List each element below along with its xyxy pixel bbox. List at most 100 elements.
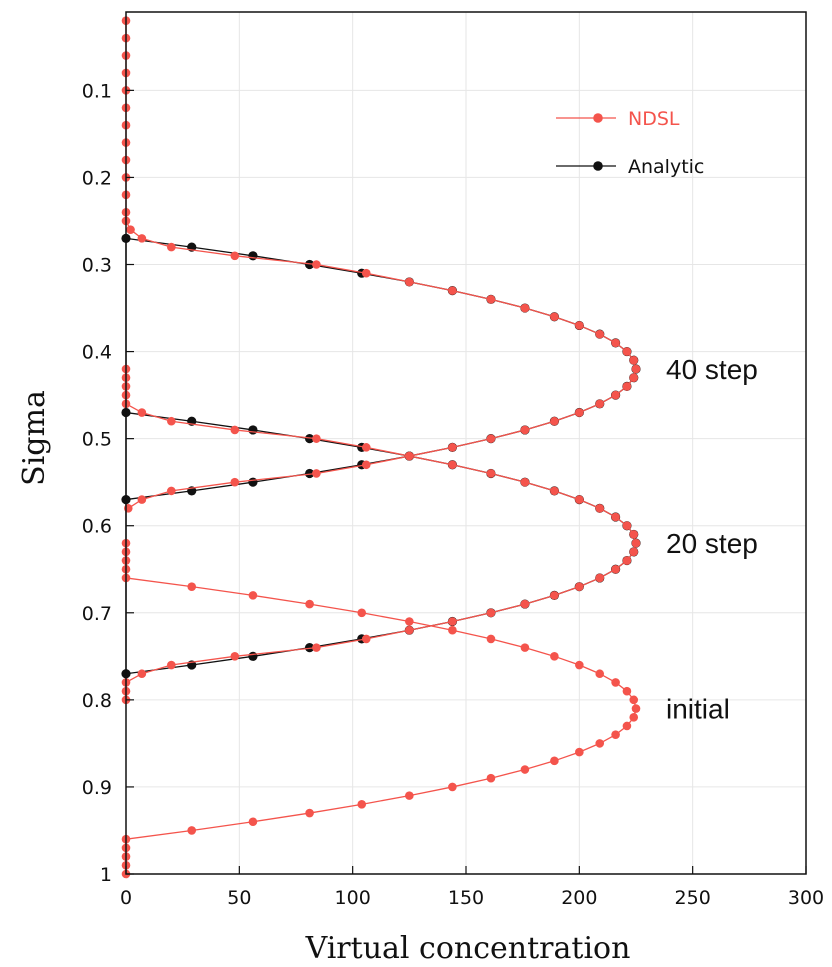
data-point [550, 312, 559, 322]
y-tick-label: 0.6 [82, 516, 112, 538]
data-point [361, 634, 371, 644]
data-point [405, 277, 414, 287]
data-point [622, 556, 632, 565]
data-point [248, 477, 258, 487]
data-point [126, 225, 135, 234]
data-point [248, 251, 258, 261]
data-point [230, 477, 240, 487]
data-point [520, 303, 530, 313]
data-point [305, 468, 315, 479]
x-tick-label: 300 [788, 887, 824, 909]
y-tick-label: 0.2 [82, 167, 112, 189]
data-point [230, 652, 240, 661]
data-point [631, 364, 641, 374]
y-tick-label: 0.3 [82, 255, 112, 277]
x-tick-label: 250 [675, 887, 711, 909]
data-point [575, 495, 584, 504]
data-point [137, 495, 147, 504]
data-point [622, 521, 632, 531]
curve-annotation: 40 step [666, 354, 758, 385]
y-tick-label: 0.5 [82, 429, 112, 451]
data-point [167, 416, 176, 426]
data-point [305, 599, 314, 609]
series-line [125, 237, 637, 501]
data-point [248, 425, 258, 435]
data-point [137, 669, 147, 679]
x-tick-label: 200 [561, 887, 597, 909]
curve-annotation: initial [666, 694, 730, 725]
data-point [550, 416, 559, 426]
x-tick-label: 50 [227, 887, 251, 909]
legend-label: NDSL [628, 108, 680, 130]
data-point [520, 643, 530, 652]
data-point [575, 582, 584, 591]
data-point [486, 434, 496, 443]
data-point [629, 355, 639, 365]
series-analytic [121, 233, 641, 679]
data-point [167, 486, 176, 496]
data-point [167, 242, 176, 252]
data-point [550, 756, 559, 766]
data-point [486, 608, 496, 618]
data-point [520, 477, 530, 487]
series-ndsl [121, 16, 641, 879]
data-point [448, 443, 457, 452]
data-point [230, 425, 240, 435]
data-point [631, 704, 641, 713]
x-tick-label: 100 [335, 887, 371, 909]
data-point [622, 686, 632, 696]
data-point [595, 329, 605, 339]
curve-annotation: 20 step [666, 528, 758, 559]
y-tick-label: 0.1 [82, 80, 112, 102]
data-point [312, 643, 321, 652]
series-line [125, 368, 637, 700]
y-tick-label: 0.9 [82, 777, 112, 799]
data-point [595, 399, 605, 409]
data-point [361, 443, 371, 452]
data-point [575, 408, 584, 417]
data-point [575, 660, 584, 670]
data-point [486, 469, 496, 478]
data-point [622, 721, 632, 731]
data-point [312, 469, 321, 478]
data-point [361, 268, 371, 278]
x-tick-label: 150 [448, 887, 484, 909]
data-point [629, 712, 639, 722]
legend-marker [593, 161, 603, 171]
data-point [248, 651, 258, 661]
data-point [248, 817, 258, 827]
tick-layer: 0 50 100 150 200 250 300 0.1 0.2 0.3 0.4 0.5 0.6 0.7 0… [82, 80, 824, 909]
data-point [629, 547, 639, 557]
data-point [486, 773, 496, 783]
y-axis-label: Sigma [17, 390, 52, 486]
data-point [230, 251, 240, 261]
series-layer [121, 16, 641, 879]
data-point [357, 608, 367, 618]
data-point [550, 591, 559, 600]
data-point [361, 460, 371, 470]
y-tick-label: 0.8 [82, 690, 112, 712]
data-point [137, 408, 147, 417]
data-point [405, 791, 414, 800]
legend-label: Analytic [628, 156, 704, 178]
data-point [448, 625, 457, 635]
data-point [622, 347, 632, 356]
data-point [305, 259, 315, 270]
data-point [575, 747, 584, 757]
data-point [187, 582, 197, 591]
data-point [520, 765, 530, 774]
data-point [405, 617, 414, 626]
data-point [595, 669, 605, 679]
series-line [125, 543, 637, 874]
data-point [448, 782, 457, 792]
data-point [448, 460, 457, 470]
data-point [305, 643, 315, 653]
x-tick-label: 0 [120, 887, 132, 909]
y-tick-label: 1 [100, 864, 112, 886]
legend: NDSL Analytic [556, 108, 704, 178]
data-point [611, 338, 620, 348]
data-point [520, 425, 530, 435]
data-point [520, 599, 530, 609]
data-point [629, 695, 639, 705]
